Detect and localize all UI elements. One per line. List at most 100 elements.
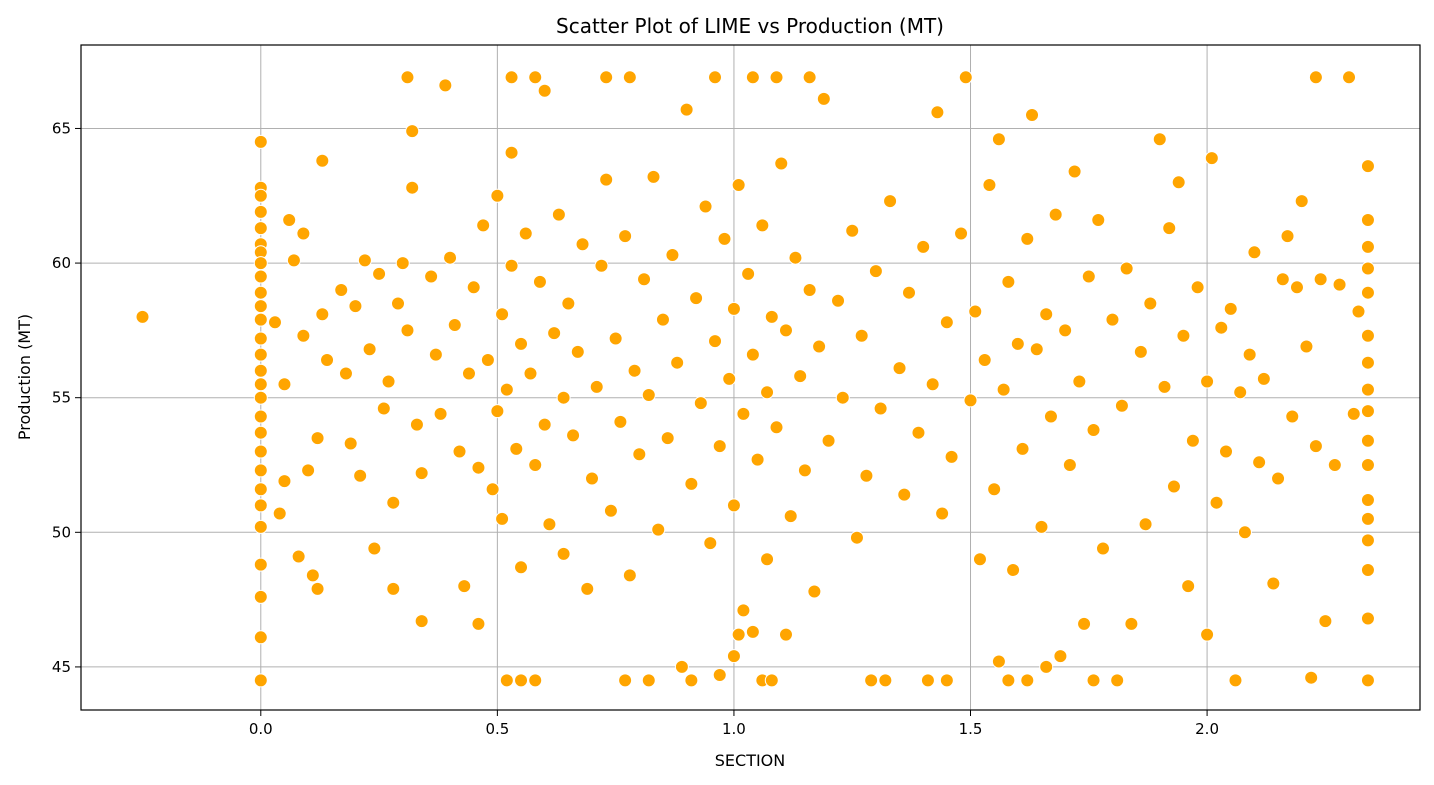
scatter-point	[485, 482, 500, 497]
scatter-point	[1119, 261, 1134, 276]
scatter-point	[476, 218, 491, 233]
scatter-point	[504, 258, 519, 273]
scatter-point	[480, 353, 495, 367]
scatter-point	[253, 409, 268, 424]
scatter-point	[1214, 320, 1229, 335]
y-tick-label: 50	[52, 523, 71, 541]
scatter-point	[745, 70, 760, 85]
scatter-point	[760, 552, 775, 567]
scatter-point	[570, 344, 585, 359]
scatter-point	[1001, 673, 1016, 688]
scatter-point	[253, 221, 268, 236]
scatter-point	[1176, 328, 1191, 343]
scatter-point	[296, 328, 311, 343]
scatter-point	[708, 334, 723, 349]
scatter-point	[1318, 614, 1333, 629]
scatter-point	[1025, 108, 1040, 122]
scatter-point	[1266, 576, 1281, 591]
scatter-point	[272, 506, 287, 521]
scatter-point	[708, 70, 723, 85]
scatter-point	[774, 156, 789, 171]
scatter-point	[495, 511, 510, 526]
scatter-point	[726, 301, 741, 316]
scatter-point	[343, 436, 358, 451]
scatter-point	[698, 199, 713, 214]
scatter-point	[812, 339, 827, 354]
scatter-point	[835, 390, 850, 405]
scatter-point	[1360, 493, 1375, 507]
scatter-point	[1346, 406, 1361, 421]
scatter-point	[537, 417, 552, 432]
scatter-point	[845, 223, 860, 238]
scatter-point	[1010, 336, 1025, 351]
scatter-point	[414, 614, 429, 629]
scatter-point	[684, 476, 699, 491]
scatter-point	[296, 226, 311, 241]
scatter-point	[395, 256, 410, 271]
scatter-point	[618, 673, 633, 688]
scatter-point	[637, 272, 652, 287]
scatter-point	[528, 70, 543, 85]
scatter-point	[514, 560, 529, 575]
scatter-point	[1138, 517, 1153, 532]
scatter-point	[518, 226, 533, 241]
scatter-point	[1256, 371, 1271, 386]
scatter-point	[655, 312, 670, 327]
scatter-point	[731, 627, 746, 642]
scatter-point	[849, 530, 864, 545]
scatter-point	[632, 447, 647, 462]
scatter-point	[135, 309, 150, 324]
scatter-point	[405, 180, 420, 195]
scatter-point	[1204, 151, 1219, 166]
x-tick-label: 1.0	[722, 720, 746, 738]
scatter-point	[944, 449, 959, 464]
scatter-point	[291, 549, 306, 564]
scatter-point	[1360, 533, 1375, 548]
scatter-point	[769, 70, 784, 85]
scatter-point	[622, 568, 637, 583]
scatter-point	[1342, 70, 1357, 85]
scatter-point	[386, 581, 401, 596]
scatter-point	[1110, 673, 1125, 688]
scatter-point	[760, 385, 775, 400]
scatter-point	[793, 369, 808, 384]
scatter-point	[996, 382, 1011, 397]
scatter-point	[452, 444, 467, 459]
scatter-point	[499, 382, 514, 397]
data-points	[135, 70, 1375, 688]
scatter-point	[868, 264, 883, 279]
scatter-point	[447, 318, 462, 332]
scatter-point	[253, 589, 268, 604]
chart-title: Scatter Plot of LIME vs Production (MT)	[556, 14, 944, 38]
scatter-point	[1332, 277, 1347, 292]
scatter-point	[461, 366, 476, 381]
scatter-point	[514, 673, 529, 688]
scatter-point	[362, 342, 377, 357]
scatter-point	[788, 250, 803, 265]
scatter-point	[745, 347, 760, 362]
scatter-point	[935, 506, 950, 521]
scatter-point	[466, 280, 481, 295]
scatter-point	[641, 388, 656, 402]
scatter-point	[939, 315, 954, 330]
scatter-point	[537, 83, 552, 98]
scatter-point	[1308, 439, 1323, 454]
scatter-point	[1360, 404, 1375, 419]
scatter-point	[717, 231, 732, 246]
scatter-point	[1360, 159, 1375, 174]
scatter-point	[490, 188, 505, 203]
scatter-point	[911, 425, 926, 440]
scatter-point	[457, 579, 472, 594]
scatter-point	[1360, 285, 1375, 300]
scatter-point	[253, 256, 268, 271]
scatter-point	[310, 431, 325, 446]
scatter-point	[1166, 479, 1181, 494]
scatter-point	[381, 374, 396, 389]
scatter-point	[334, 283, 349, 297]
scatter-point	[305, 568, 320, 583]
scatter-point	[618, 229, 633, 244]
scatter-point	[1006, 563, 1021, 577]
scatter-point	[1133, 344, 1148, 359]
